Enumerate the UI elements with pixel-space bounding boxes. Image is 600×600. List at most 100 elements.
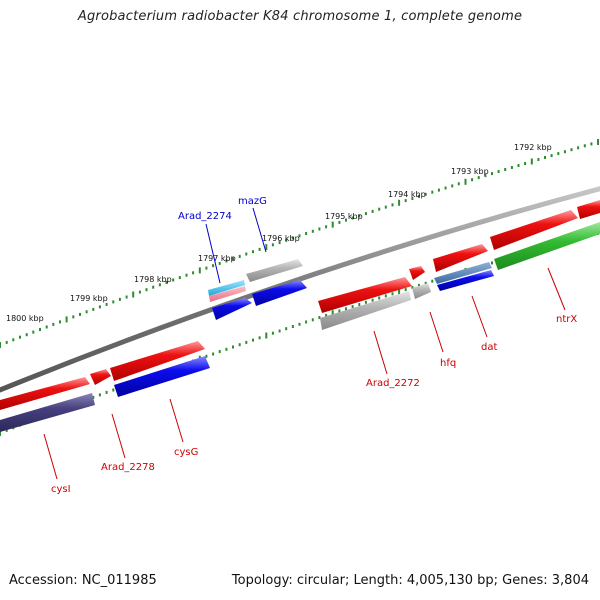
scale-minor-tick: [325, 225, 328, 229]
scale-minor-tick: [563, 150, 566, 154]
scale-minor-tick: [550, 154, 553, 158]
gene-feature[interactable]: [434, 262, 492, 284]
gene-label[interactable]: hfq: [440, 358, 456, 369]
scale-minor-tick: [378, 296, 381, 300]
scale-minor-tick: [577, 146, 580, 150]
scale-minor-tick: [351, 305, 354, 309]
scale-minor-tick: [232, 345, 234, 349]
gene-feature[interactable]: [110, 341, 205, 381]
scale-minor-tick: [112, 300, 115, 304]
scale-major-tick: [597, 139, 599, 145]
scale-major-tick: [132, 291, 135, 298]
scale-label: 1795 kbp: [325, 212, 363, 221]
gene-feature[interactable]: [409, 266, 425, 280]
map-title: Agrobacterium radiobacter K84 chromosome…: [77, 9, 523, 24]
scale-minor-tick: [79, 312, 81, 316]
scale-minor-tick: [471, 178, 474, 182]
label-leaders: [43, 207, 566, 480]
scale-major-tick: [530, 158, 533, 165]
scale-minor-tick: [431, 190, 434, 194]
genome-backbone: [0, 186, 600, 393]
gene-feature[interactable]: [114, 356, 210, 397]
scale-minor-tick: [12, 338, 15, 342]
genome-summary-text: Topology: circular; Length: 4,005,130 bp…: [231, 573, 589, 588]
scale-label: 1793 kbp: [451, 167, 489, 176]
gene-label[interactable]: cysG: [174, 447, 198, 458]
gene-label[interactable]: cysI: [51, 484, 71, 495]
scale-minor-tick: [98, 393, 101, 397]
scale-minor-tick: [424, 192, 427, 196]
scale-minor-tick: [418, 194, 420, 198]
scale-major-tick: [265, 332, 268, 339]
scale-minor-tick: [378, 207, 381, 211]
scale-minor-tick: [152, 285, 155, 289]
gene-feature[interactable]: [577, 200, 600, 219]
scale-minor-tick: [358, 303, 361, 306]
scale-label: 1792 kbp: [514, 143, 552, 152]
scale-minor-tick: [404, 199, 407, 203]
scale-minor-tick: [112, 388, 115, 392]
gene-label[interactable]: Arad_2274: [178, 211, 232, 222]
scale-minor-tick: [477, 176, 480, 180]
gene-feature[interactable]: [412, 283, 431, 299]
gene-label[interactable]: dat: [481, 342, 497, 353]
scale-minor-tick: [411, 286, 414, 289]
scale-minor-tick: [238, 254, 241, 258]
scale-minor-tick: [298, 322, 301, 326]
scale-minor-tick: [252, 250, 254, 254]
scale-minor-tick: [358, 214, 361, 218]
scale-minor-tick: [285, 327, 288, 331]
gene-feature[interactable]: [0, 377, 90, 410]
scale-minor-tick: [351, 216, 354, 220]
forward-strand-features: [0, 200, 600, 410]
scale-minor-tick: [271, 331, 274, 335]
scale-minor-tick: [557, 152, 560, 156]
gene-feature[interactable]: [246, 259, 303, 282]
scale-minor-tick: [25, 333, 28, 337]
gene-feature[interactable]: [318, 277, 412, 313]
scale-minor-tick: [105, 302, 108, 306]
scale-minor-tick: [371, 209, 374, 213]
scale-minor-tick: [371, 298, 374, 302]
gene-feature[interactable]: [433, 244, 488, 272]
gene-feature[interactable]: [437, 270, 494, 291]
gene-feature[interactable]: [90, 369, 111, 385]
scale-minor-tick: [278, 329, 281, 333]
scale-label: 1798 kbp: [134, 275, 172, 284]
gene-feature[interactable]: [209, 286, 246, 302]
gene-feature[interactable]: [490, 210, 578, 250]
scale-minor-tick: [491, 172, 493, 176]
scale-minor-tick: [437, 188, 440, 192]
gene-feature[interactable]: [0, 393, 95, 432]
gene-feature[interactable]: [208, 280, 245, 296]
scale-major-tick: [331, 310, 334, 317]
scale-minor-tick: [19, 335, 21, 339]
scale-minor-tick: [391, 292, 394, 296]
scale-label: 1800 kbp: [6, 314, 44, 323]
gene-label[interactable]: Arad_2272: [366, 378, 420, 389]
scale-minor-tick: [185, 273, 188, 277]
scale-minor-tick: [491, 261, 493, 265]
gene-label[interactable]: mazG: [238, 196, 267, 207]
scale-minor-tick: [212, 264, 215, 268]
scale-minor-tick: [384, 205, 387, 209]
gene-feature[interactable]: [320, 291, 411, 330]
reverse-strand-features: [0, 222, 600, 432]
scale-minor-tick: [338, 309, 341, 313]
gene-feature[interactable]: [494, 222, 600, 270]
scale-minor-tick: [258, 247, 261, 251]
gene-label[interactable]: ntrX: [556, 314, 577, 325]
scale-minor-tick: [431, 279, 434, 283]
scale-minor-tick: [411, 197, 414, 200]
scale-minor-tick: [570, 148, 573, 152]
gene-feature[interactable]: [252, 280, 307, 306]
scale-minor-tick: [451, 184, 454, 188]
gene-label[interactable]: Arad_2278: [101, 462, 155, 473]
scale-minor-tick: [590, 142, 593, 146]
scale-minor-tick: [138, 290, 141, 294]
scale-minor-tick: [145, 288, 148, 292]
gene-feature[interactable]: [212, 298, 252, 320]
scale-minor-tick: [232, 257, 234, 261]
scale-minor-tick: [298, 234, 301, 238]
